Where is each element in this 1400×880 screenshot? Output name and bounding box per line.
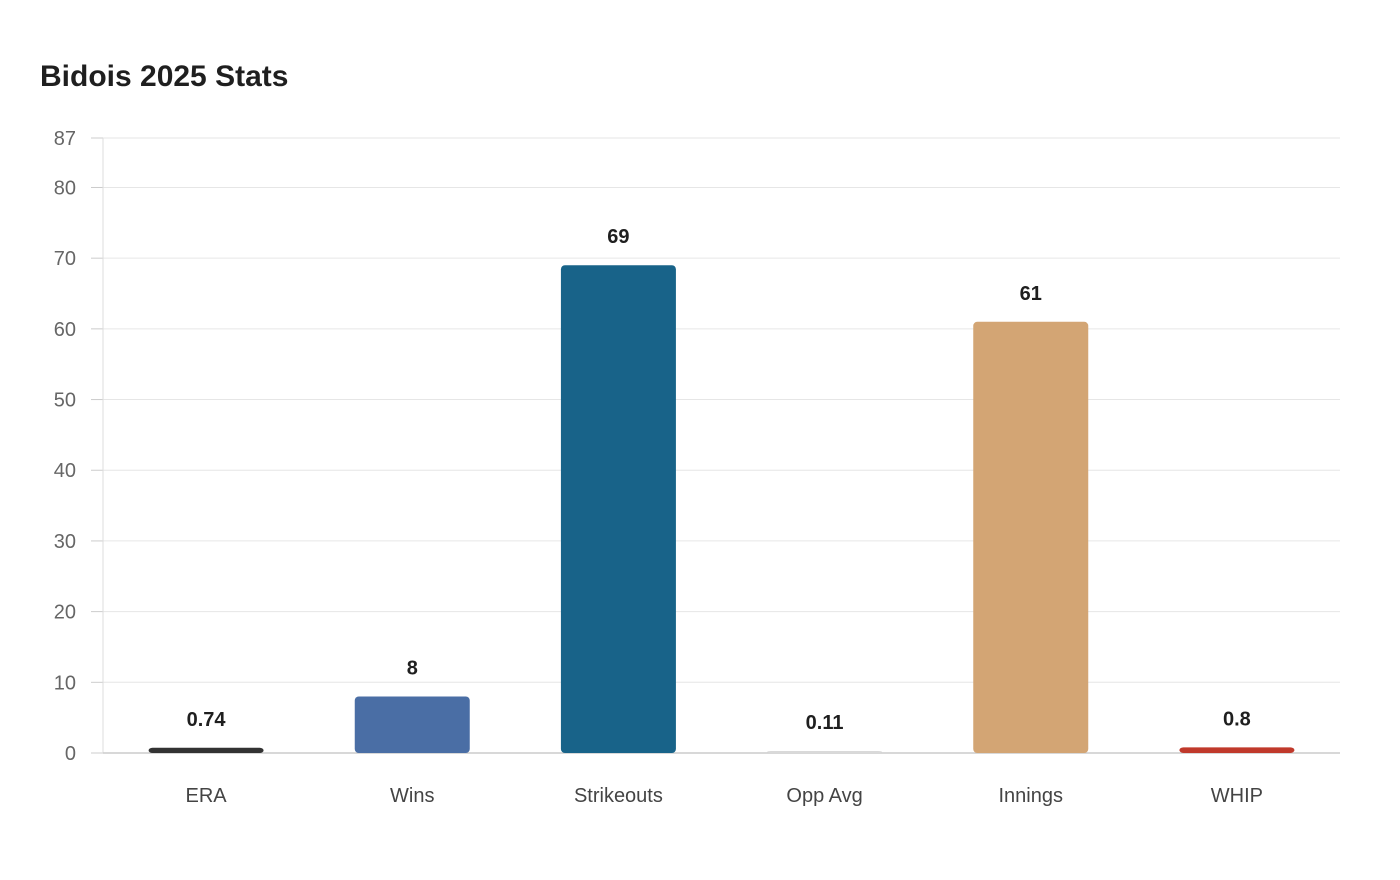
value-label: 0.8 <box>1223 708 1251 730</box>
chart-title: Bidois 2025 Stats <box>40 60 289 93</box>
value-labels: 0.74 8 69 0.11 61 0.8 <box>187 226 1251 734</box>
axes <box>91 137 1340 754</box>
value-label: 0.11 <box>806 712 844 734</box>
category-label: Opp Avg <box>786 785 862 807</box>
y-tick-labels: 0 10 20 30 40 50 60 70 80 87 <box>54 128 76 765</box>
bar-strikeouts <box>560 265 676 753</box>
category-label: Strikeouts <box>574 785 663 807</box>
y-tick-label: 40 <box>54 460 76 482</box>
bar-opp-avg <box>767 751 883 753</box>
value-label: 8 <box>407 657 418 679</box>
bar-innings <box>973 321 1089 753</box>
value-label: 0.74 <box>187 709 227 731</box>
bar-whip <box>1179 747 1295 753</box>
y-tick-label: 60 <box>54 319 76 341</box>
y-tick-label: 87 <box>54 128 76 150</box>
y-tick-label: 80 <box>54 177 76 199</box>
category-label: ERA <box>186 785 228 807</box>
y-tick-label: 0 <box>65 743 76 765</box>
value-label: 61 <box>1020 283 1042 305</box>
bar-wins <box>354 696 470 753</box>
y-tick-label: 10 <box>54 672 76 694</box>
bar-era <box>148 747 264 753</box>
category-label: Innings <box>999 785 1064 807</box>
bars <box>148 265 1295 753</box>
grid-lines <box>103 137 1340 683</box>
y-tick-label: 70 <box>54 248 76 270</box>
category-label: WHIP <box>1211 785 1263 807</box>
value-label: 69 <box>607 226 629 248</box>
y-tick-label: 30 <box>54 531 76 553</box>
category-label: Wins <box>390 785 434 807</box>
category-labels: ERA Wins Strikeouts Opp Avg Innings WHIP <box>186 785 1264 807</box>
y-tick-label: 50 <box>54 390 76 412</box>
y-tick-label: 20 <box>54 602 76 624</box>
